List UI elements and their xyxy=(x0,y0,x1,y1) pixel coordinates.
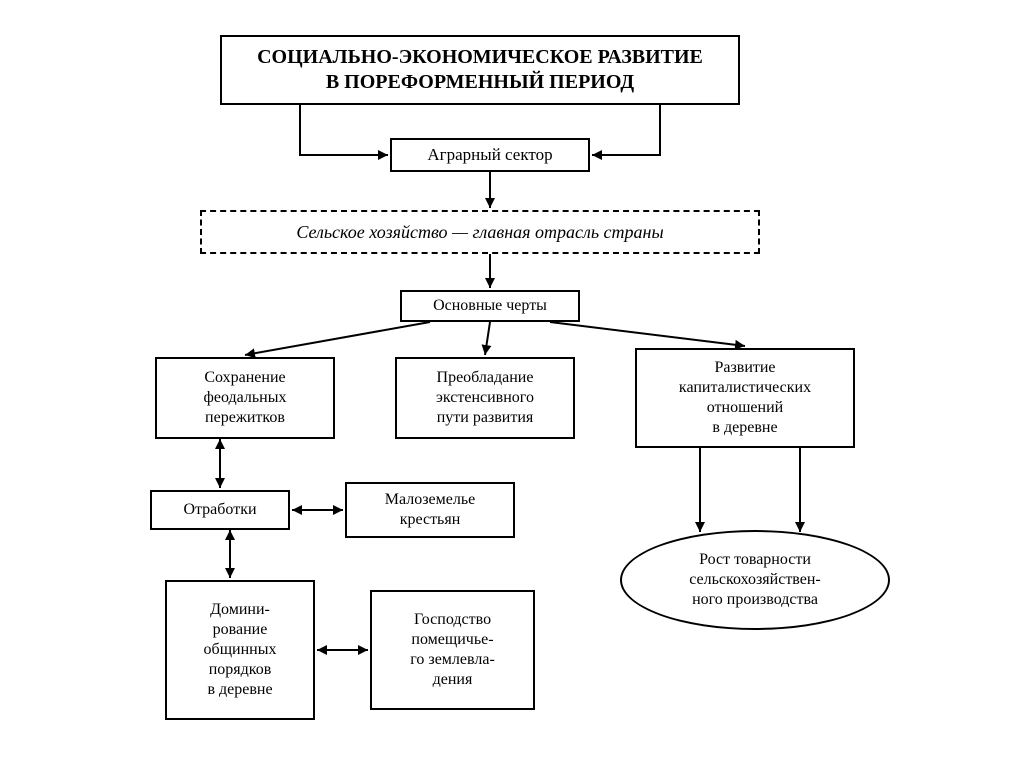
obshchina-l2: рование xyxy=(213,621,268,638)
obshchina-l1: Домини- xyxy=(210,601,270,618)
features-box: Основные черты xyxy=(400,290,580,322)
tovarnost-l1: Рост товарности xyxy=(699,551,811,568)
malozem-l2: крестьян xyxy=(400,511,461,528)
pomeshchik-l2: помещичье- xyxy=(411,631,493,648)
feudal-l3: пережитков xyxy=(205,409,285,426)
pomeshchik-box: Господство помещичье- го землевла- дения xyxy=(370,590,535,710)
extensive-l3: пути развития xyxy=(437,409,534,426)
pomeshchik-l4: дения xyxy=(433,671,473,688)
extensive-box: Преобладание экстенсивного пути развития xyxy=(395,357,575,439)
malozem-l1: Малоземелье xyxy=(385,491,475,508)
mainbranch-label: Сельское хозяйство — главная отрасль стр… xyxy=(296,221,663,244)
capitalism-l4: в деревне xyxy=(712,419,777,436)
capitalism-box: Развитие капиталистических отношений в д… xyxy=(635,348,855,448)
malozem-box: Малоземелье крестьян xyxy=(345,482,515,538)
title-line1: СОЦИАЛЬНО-ЭКОНОМИЧЕСКОЕ РАЗВИТИЕ xyxy=(257,46,703,68)
feudal-box: Сохранение феодальных пережитков xyxy=(155,357,335,439)
extensive-l1: Преобладание xyxy=(437,369,534,386)
feudal-l1: Сохранение xyxy=(204,369,285,386)
capitalism-l1: Развитие xyxy=(714,359,775,376)
feudal-l2: феодальных xyxy=(204,389,287,406)
pomeshchik-l3: го землевла- xyxy=(410,651,495,668)
extensive-l2: экстенсивного xyxy=(436,389,534,406)
pomeshchik-l1: Господство xyxy=(414,611,491,628)
otrabotki-label: Отработки xyxy=(183,500,256,520)
title-box: СОЦИАЛЬНО-ЭКОНОМИЧЕСКОЕ РАЗВИТИЕ В ПОРЕФ… xyxy=(220,35,740,105)
tovarnost-ellipse: Рост товарности сельскохозяйствен- ного … xyxy=(620,530,890,630)
title-line2: В ПОРЕФОРМЕННЫЙ ПЕРИОД xyxy=(326,71,634,93)
tovarnost-l2: сельскохозяйствен- xyxy=(689,571,821,588)
capitalism-l3: отношений xyxy=(707,399,783,416)
capitalism-l2: капиталистических xyxy=(679,379,811,396)
features-label: Основные черты xyxy=(433,296,547,316)
otrabotki-box: Отработки xyxy=(150,490,290,530)
obshchina-l4: порядков xyxy=(209,661,272,678)
obshchina-box: Домини- рование общинных порядков в дере… xyxy=(165,580,315,720)
mainbranch-box: Сельское хозяйство — главная отрасль стр… xyxy=(200,210,760,254)
obshchina-l5: в деревне xyxy=(207,681,272,698)
tovarnost-l3: ного производства xyxy=(692,591,818,608)
agrarian-box: Аграрный сектор xyxy=(390,138,590,172)
agrarian-label: Аграрный сектор xyxy=(427,144,552,165)
obshchina-l3: общинных xyxy=(204,641,277,658)
